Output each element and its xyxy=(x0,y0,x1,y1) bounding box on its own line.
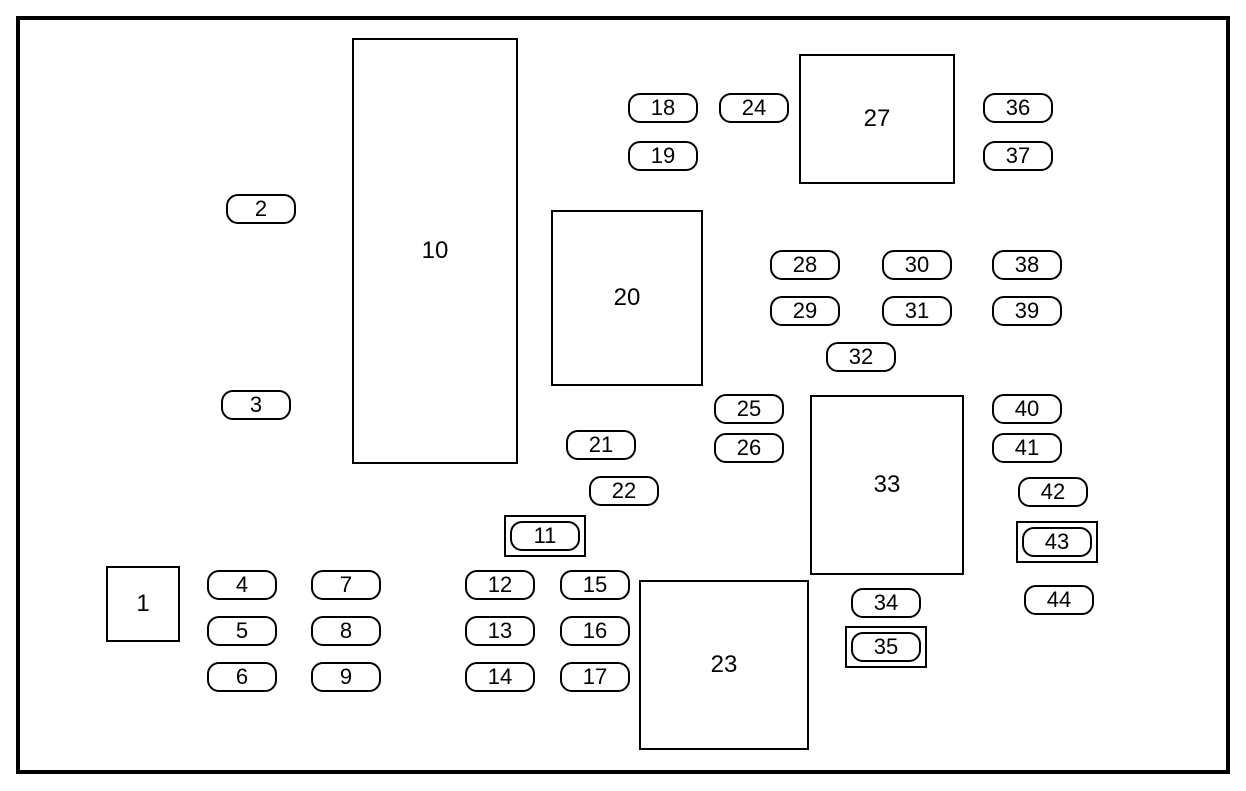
fuse-44: 44 xyxy=(1024,585,1094,615)
fuse-22: 22 xyxy=(589,476,659,506)
fuse-15: 15 xyxy=(560,570,630,600)
fuse-26: 26 xyxy=(714,433,784,463)
fuse-43: 43 xyxy=(1022,527,1092,557)
fuse-30: 30 xyxy=(882,250,952,280)
fuse-37: 37 xyxy=(983,141,1053,171)
fuse-19: 19 xyxy=(628,141,698,171)
fuse-8: 8 xyxy=(311,616,381,646)
block-33: 33 xyxy=(810,395,964,575)
fuse-28: 28 xyxy=(770,250,840,280)
fuse-4: 4 xyxy=(207,570,277,600)
fuse-3: 3 xyxy=(221,390,291,420)
block-1: 1 xyxy=(106,566,180,642)
fuse-42: 42 xyxy=(1018,477,1088,507)
fuse-17: 17 xyxy=(560,662,630,692)
fuse-29: 29 xyxy=(770,296,840,326)
fuse-34: 34 xyxy=(851,588,921,618)
fuse-24: 24 xyxy=(719,93,789,123)
fuse-12: 12 xyxy=(465,570,535,600)
fuse-14: 14 xyxy=(465,662,535,692)
fuse-2: 2 xyxy=(226,194,296,224)
fuse-36: 36 xyxy=(983,93,1053,123)
block-20: 20 xyxy=(551,210,703,386)
fuse-18: 18 xyxy=(628,93,698,123)
block-23: 23 xyxy=(639,580,809,750)
fuse-39: 39 xyxy=(992,296,1062,326)
fuse-35: 35 xyxy=(851,632,921,662)
fuse-25: 25 xyxy=(714,394,784,424)
fuse-11: 11 xyxy=(510,521,580,551)
fuse-21: 21 xyxy=(566,430,636,460)
fuse-32: 32 xyxy=(826,342,896,372)
block-10: 10 xyxy=(352,38,518,464)
block-27: 27 xyxy=(799,54,955,184)
fuse-38: 38 xyxy=(992,250,1062,280)
fuse-40: 40 xyxy=(992,394,1062,424)
fuse-6: 6 xyxy=(207,662,277,692)
fuse-41: 41 xyxy=(992,433,1062,463)
fuse-5: 5 xyxy=(207,616,277,646)
fuse-7: 7 xyxy=(311,570,381,600)
fuse-31: 31 xyxy=(882,296,952,326)
fuse-16: 16 xyxy=(560,616,630,646)
fuse-13: 13 xyxy=(465,616,535,646)
fuse-9: 9 xyxy=(311,662,381,692)
diagram-canvas: 1102023273323456789111213141516171819212… xyxy=(0,0,1246,791)
